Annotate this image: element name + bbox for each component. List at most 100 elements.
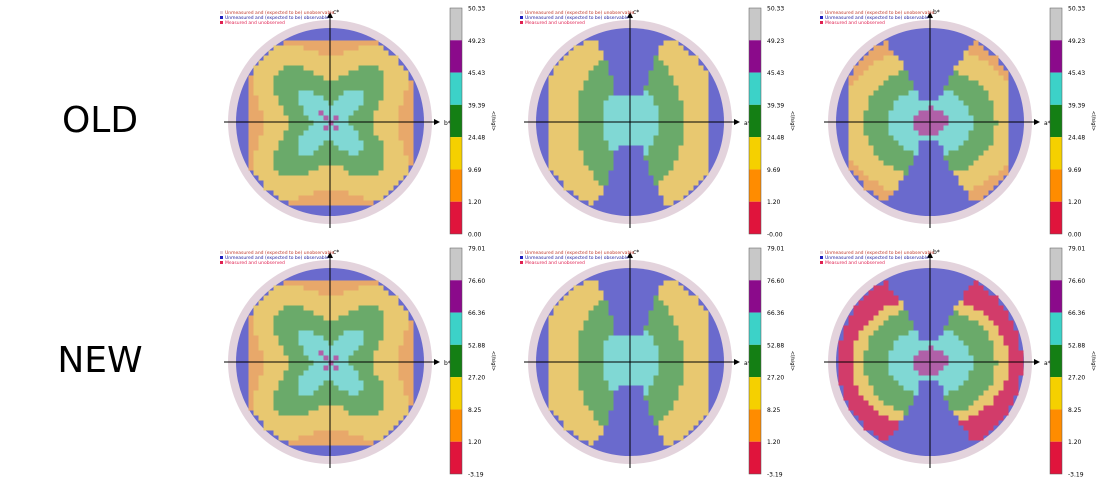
cell <box>873 380 879 386</box>
cell <box>988 340 994 346</box>
cell <box>688 350 694 356</box>
cell <box>688 405 694 411</box>
cell <box>288 200 294 206</box>
cell <box>858 390 864 396</box>
cell <box>888 95 894 101</box>
colorbar: 79.0176.6066.3652.8827.208.251.20-3.19<I… <box>748 246 795 479</box>
cell <box>898 140 904 146</box>
cell <box>638 355 644 361</box>
cell <box>313 400 319 406</box>
cell <box>658 355 664 361</box>
cell <box>278 125 284 131</box>
cell <box>328 50 334 56</box>
cell <box>348 405 354 411</box>
cell <box>623 100 629 106</box>
cell <box>873 345 879 351</box>
vertical-axis-arrow <box>327 252 333 258</box>
cell <box>363 135 369 141</box>
cell <box>873 150 879 156</box>
cell <box>563 345 569 351</box>
cell <box>663 180 669 186</box>
cell <box>288 155 294 161</box>
cell <box>568 80 574 86</box>
cell <box>348 160 354 166</box>
cell <box>268 185 274 191</box>
cell <box>613 140 619 146</box>
cell <box>578 45 584 51</box>
cell <box>338 365 344 371</box>
cell <box>318 380 324 386</box>
cell <box>653 400 659 406</box>
cell <box>258 375 264 381</box>
cell <box>648 370 654 376</box>
cell <box>333 185 339 191</box>
cell <box>333 145 339 151</box>
cell <box>278 365 284 371</box>
cell <box>698 405 704 411</box>
cell <box>898 95 904 101</box>
cell <box>988 170 994 176</box>
cell <box>583 165 589 171</box>
cell <box>1008 380 1014 386</box>
cell <box>593 90 599 96</box>
cell <box>298 315 304 321</box>
cell <box>693 400 699 406</box>
cell <box>588 290 594 296</box>
cell <box>598 420 604 426</box>
cell <box>388 370 394 376</box>
cell <box>253 90 259 96</box>
cell <box>353 105 359 111</box>
cell <box>678 190 684 196</box>
cell <box>943 385 949 391</box>
cell <box>953 380 959 386</box>
cell <box>338 95 344 101</box>
cell <box>973 140 979 146</box>
cell <box>673 60 679 66</box>
cell <box>278 370 284 376</box>
cell <box>568 155 574 161</box>
cell <box>888 55 894 61</box>
cell <box>608 350 614 356</box>
cell <box>358 180 364 186</box>
cell <box>608 130 614 136</box>
cell <box>278 320 284 326</box>
cell <box>553 165 559 171</box>
cell <box>378 120 384 126</box>
cell <box>623 375 629 381</box>
cell <box>248 370 254 376</box>
cell <box>703 330 709 336</box>
cell <box>308 70 314 76</box>
cell <box>328 280 334 286</box>
cell <box>658 315 664 321</box>
cell <box>678 90 684 96</box>
cell <box>583 435 589 441</box>
cell <box>278 430 284 436</box>
cell <box>703 115 709 121</box>
cell <box>343 395 349 401</box>
cell <box>388 140 394 146</box>
cell <box>388 165 394 171</box>
cell <box>863 110 869 116</box>
cell <box>333 110 339 116</box>
cell <box>583 285 589 291</box>
cell <box>308 65 314 71</box>
cell <box>668 370 674 376</box>
cell <box>343 115 349 121</box>
cell <box>283 165 289 171</box>
cell <box>358 295 364 301</box>
cell <box>368 365 374 371</box>
cell <box>378 105 384 111</box>
cell <box>903 130 909 136</box>
cell <box>348 355 354 361</box>
cell <box>893 370 899 376</box>
cell <box>883 375 889 381</box>
cell <box>608 355 614 361</box>
cell <box>858 320 864 326</box>
cell <box>378 85 384 91</box>
cell <box>353 280 359 286</box>
cell <box>978 335 984 341</box>
cell <box>703 145 709 151</box>
colorbar-tick-label: 24.48 <box>468 135 485 142</box>
cell <box>873 155 879 161</box>
